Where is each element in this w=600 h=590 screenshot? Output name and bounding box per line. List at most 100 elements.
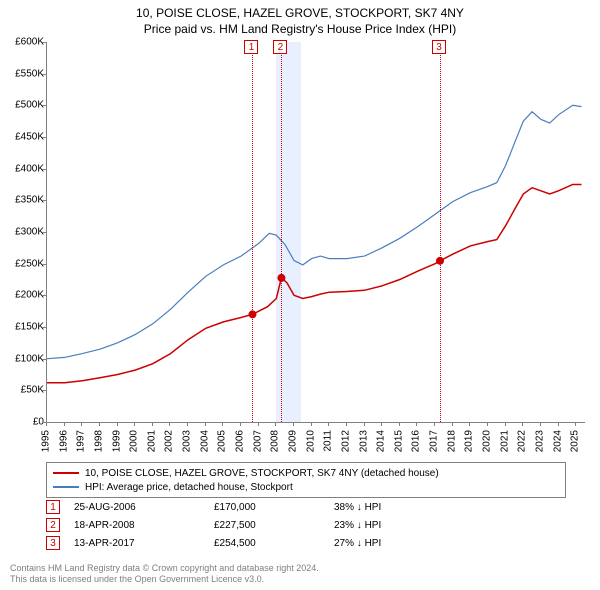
y-tick — [42, 295, 46, 296]
x-tick — [169, 422, 170, 426]
sale-marker-line — [281, 42, 282, 422]
x-axis-label: 2009 — [287, 430, 298, 452]
y-axis-label: £50K — [0, 385, 44, 396]
sale-date: 25-AUG-2006 — [74, 502, 214, 513]
x-tick — [487, 422, 488, 426]
y-tick — [42, 390, 46, 391]
x-axis-label: 2006 — [235, 430, 246, 452]
x-tick — [293, 422, 294, 426]
x-axis-label: 1995 — [41, 430, 52, 452]
x-axis-label: 2005 — [217, 430, 228, 452]
x-axis-label: 2012 — [340, 430, 351, 452]
sale-hpi-delta: 38% ↓ HPI — [334, 502, 434, 513]
x-tick — [222, 422, 223, 426]
sale-marker-number: 3 — [432, 40, 446, 54]
x-tick — [399, 422, 400, 426]
legend-item: HPI: Average price, detached house, Stoc… — [53, 480, 559, 494]
x-axis-label: 2015 — [393, 430, 404, 452]
legend-swatch — [53, 472, 79, 474]
sale-marker-number: 1 — [244, 40, 258, 54]
x-axis-label: 2017 — [429, 430, 440, 452]
footer-line1: Contains HM Land Registry data © Crown c… — [10, 563, 319, 575]
y-tick — [42, 74, 46, 75]
footer-attribution: Contains HM Land Registry data © Crown c… — [10, 563, 319, 586]
x-tick — [134, 422, 135, 426]
x-tick — [205, 422, 206, 426]
sale-hpi-delta: 27% ↓ HPI — [334, 538, 434, 549]
x-axis-label: 2018 — [446, 430, 457, 452]
legend-box: 10, POISE CLOSE, HAZEL GROVE, STOCKPORT,… — [46, 462, 566, 498]
x-tick — [346, 422, 347, 426]
x-tick — [452, 422, 453, 426]
y-axis-label: £550K — [0, 68, 44, 79]
x-axis-label: 2022 — [517, 430, 528, 452]
sale-price: £254,500 — [214, 538, 334, 549]
chart-svg — [47, 42, 585, 422]
y-tick — [42, 359, 46, 360]
sale-date: 13-APR-2017 — [74, 538, 214, 549]
x-axis-label: 1997 — [76, 430, 87, 452]
sale-record-row: 3 13-APR-2017£254,50027% ↓ HPI — [46, 534, 434, 552]
x-tick — [311, 422, 312, 426]
x-axis-label: 2013 — [358, 430, 369, 452]
x-axis-label: 2014 — [376, 430, 387, 452]
y-tick — [42, 232, 46, 233]
x-tick — [64, 422, 65, 426]
page-root: 10, POISE CLOSE, HAZEL GROVE, STOCKPORT,… — [0, 0, 600, 590]
x-tick — [240, 422, 241, 426]
y-axis-label: £100K — [0, 353, 44, 364]
x-tick — [381, 422, 382, 426]
x-tick — [81, 422, 82, 426]
sale-record-number: 3 — [46, 536, 60, 550]
x-axis-label: 2000 — [129, 430, 140, 452]
x-axis-label: 1996 — [58, 430, 69, 452]
title-line2: Price paid vs. HM Land Registry's House … — [0, 22, 600, 36]
legend-swatch — [53, 486, 79, 488]
x-tick — [152, 422, 153, 426]
y-axis-label: £150K — [0, 322, 44, 333]
sale-record-number: 1 — [46, 500, 60, 514]
x-tick — [522, 422, 523, 426]
x-tick — [434, 422, 435, 426]
x-axis-label: 2003 — [182, 430, 193, 452]
x-tick — [364, 422, 365, 426]
y-axis-label: £450K — [0, 132, 44, 143]
sale-date: 18-APR-2008 — [74, 520, 214, 531]
x-axis-label: 2019 — [464, 430, 475, 452]
x-tick — [46, 422, 47, 426]
legend-item: 10, POISE CLOSE, HAZEL GROVE, STOCKPORT,… — [53, 466, 559, 480]
x-axis-label: 2011 — [323, 430, 334, 452]
y-axis-label: £0 — [0, 417, 44, 428]
y-axis-label: £300K — [0, 227, 44, 238]
sale-price: £170,000 — [214, 502, 334, 513]
legend-label: 10, POISE CLOSE, HAZEL GROVE, STOCKPORT,… — [85, 468, 439, 479]
x-tick — [275, 422, 276, 426]
chart-titles: 10, POISE CLOSE, HAZEL GROVE, STOCKPORT,… — [0, 0, 600, 36]
y-tick — [42, 200, 46, 201]
x-axis-label: 2024 — [552, 430, 563, 452]
y-axis-label: £250K — [0, 258, 44, 269]
x-axis-label: 2002 — [164, 430, 175, 452]
y-axis-label: £200K — [0, 290, 44, 301]
sale-records: 1 25-AUG-2006£170,00038% ↓ HPI 2 18-APR-200… — [46, 498, 434, 552]
x-axis-label: 2023 — [534, 430, 545, 452]
x-tick — [575, 422, 576, 426]
sale-record-number: 2 — [46, 518, 60, 532]
x-tick — [99, 422, 100, 426]
sale-hpi-delta: 23% ↓ HPI — [334, 520, 434, 531]
title-line1: 10, POISE CLOSE, HAZEL GROVE, STOCKPORT,… — [0, 6, 600, 20]
y-axis-label: £600K — [0, 37, 44, 48]
x-axis-label: 1998 — [93, 430, 104, 452]
property-line — [47, 185, 582, 383]
y-axis-label: £400K — [0, 163, 44, 174]
y-tick — [42, 137, 46, 138]
sale-record-row: 1 25-AUG-2006£170,00038% ↓ HPI — [46, 498, 434, 516]
x-axis-label: 2004 — [199, 430, 210, 452]
sale-record-row: 218-APR-2008£227,50023% ↓ HPI — [46, 516, 434, 534]
sale-marker-number: 2 — [273, 40, 287, 54]
x-tick — [505, 422, 506, 426]
sale-marker-line — [440, 42, 441, 422]
chart-area — [46, 42, 585, 423]
legend-label: HPI: Average price, detached house, Stoc… — [85, 482, 293, 493]
footer-line2: This data is licensed under the Open Gov… — [10, 574, 319, 586]
